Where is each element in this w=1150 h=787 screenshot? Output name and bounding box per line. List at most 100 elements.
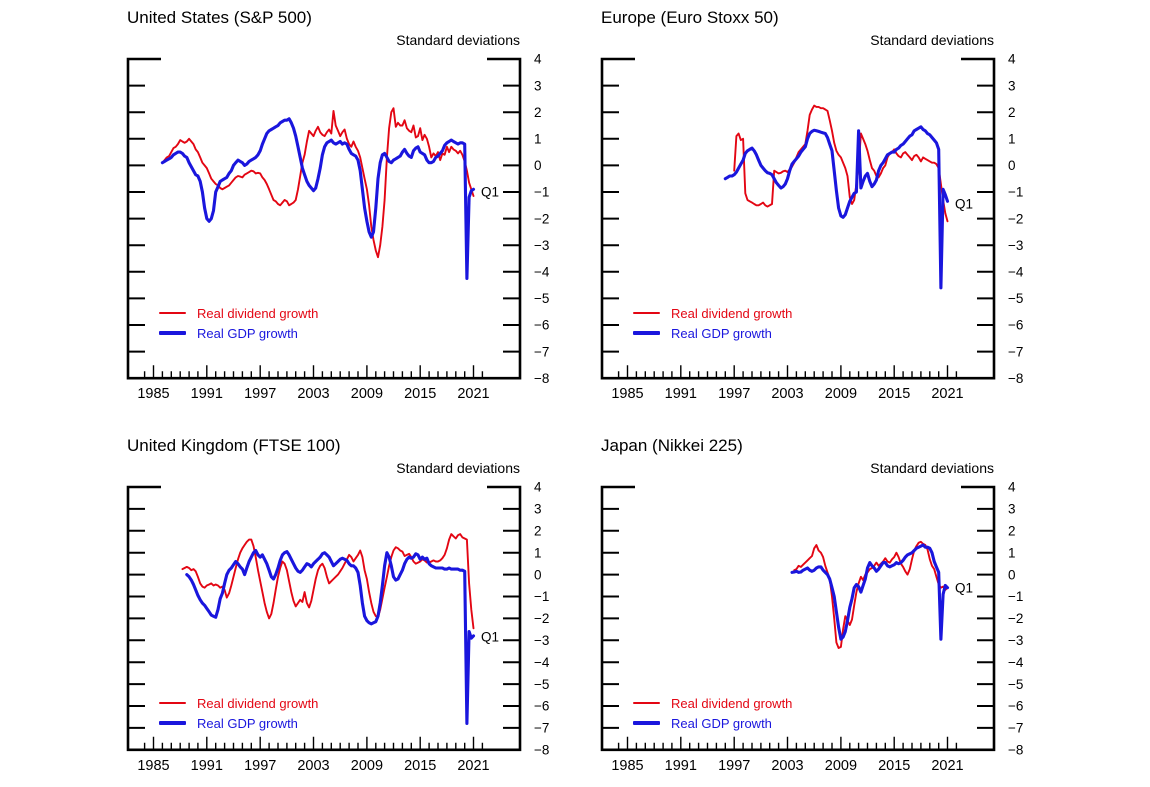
q1-annotation: Q1 <box>955 197 973 212</box>
legend-label-dividend: Real dividend growth <box>197 305 319 321</box>
y-tick-label: 1 <box>534 132 542 147</box>
plot-area-europe: 4 3 2 1 0 −1 −2 −3 −4 −5 −6 −7 −8 1985 1991 1997 2003 200… <box>600 52 1024 402</box>
y-tick-label: 4 <box>1008 480 1016 495</box>
y-tick-label: −1 <box>1008 185 1023 200</box>
y-tick-label: 3 <box>534 78 542 93</box>
x-tick-label: 1991 <box>665 386 697 402</box>
x-tick-label: 2021 <box>457 386 489 402</box>
y-tick-label: 4 <box>534 52 542 67</box>
chart-united-kingdom: United Kingdom (FTSE 100) Standard devia… <box>0 428 575 787</box>
series-line-blue <box>790 543 950 641</box>
legend-label-gdp: Real GDP growth <box>197 325 298 341</box>
x-tick-label: 2021 <box>457 758 489 774</box>
y-axis-unit-label: Standard deviations <box>396 32 520 48</box>
axis-frame <box>600 57 996 380</box>
legend-row-gdp: Real GDP growth <box>159 323 318 343</box>
plot-area-united-states: 4 3 2 1 0 −1 −2 −3 −4 −5 −6 −7 −8 1985 1991 1997 2003 200… <box>126 52 550 402</box>
legend-row-gdp: Real GDP growth <box>633 323 792 343</box>
chart-title-united-states: United States (S&P 500) <box>127 8 312 27</box>
y-tick-label: −4 <box>1008 655 1024 670</box>
legend: Real dividend growth Real GDP growth <box>633 693 792 733</box>
blue-line-swatch-icon <box>159 721 186 725</box>
plot-area-united-kingdom: 4 3 2 1 0 −1 −2 −3 −4 −5 −6 −7 −8 1985 1991 1997 2003 200… <box>126 480 550 774</box>
y-tick-label: −7 <box>1008 721 1023 736</box>
y-tick-label: −2 <box>534 611 549 626</box>
red-line-swatch-icon <box>159 701 186 705</box>
y-axis-unit-label: Standard deviations <box>870 460 994 476</box>
y-tick-label: −6 <box>1008 699 1023 714</box>
x-tick-label: 2009 <box>825 758 857 774</box>
axis-frame <box>126 57 522 380</box>
y-tick-label: 0 <box>1008 158 1016 173</box>
x-tick-label: 1985 <box>137 386 169 402</box>
y-tick-label: −5 <box>534 291 549 306</box>
chart-title-united-kingdom: United Kingdom (FTSE 100) <box>127 436 341 455</box>
blue-line-swatch-icon <box>633 331 660 335</box>
y-tick-label: 2 <box>534 105 542 120</box>
x-tick-label: 2021 <box>931 758 963 774</box>
chart-europe: Europe (Euro Stoxx 50) Standard deviatio… <box>474 0 1049 428</box>
x-tick-label: 1985 <box>611 386 643 402</box>
x-tick-label: 2015 <box>878 758 910 774</box>
y-tick-label: −1 <box>1008 589 1023 604</box>
x-tick-label: 1997 <box>718 758 750 774</box>
year-tick-marks <box>617 365 958 379</box>
series-line-red <box>793 540 949 649</box>
series-line-blue <box>160 117 476 281</box>
y-tick-label: −5 <box>1008 677 1023 692</box>
axis-frame <box>126 485 522 752</box>
legend-label-gdp: Real GDP growth <box>197 715 298 731</box>
q1-annotation: Q1 <box>481 630 499 645</box>
y-tick-label: 2 <box>1008 524 1016 539</box>
x-tick-label: 1991 <box>665 758 697 774</box>
red-line-swatch-icon <box>159 311 186 315</box>
y-tick-label: 0 <box>1008 567 1016 582</box>
series-line-blue <box>185 548 476 726</box>
x-tick-label: 1985 <box>611 758 643 774</box>
y-tick-label: 3 <box>1008 78 1016 93</box>
value-tick-marks <box>128 507 520 729</box>
legend-row-dividend: Real dividend growth <box>159 693 318 713</box>
plot-area-japan: 4 3 2 1 0 −1 −2 −3 −4 −5 −6 −7 −8 1985 1991 1997 2003 200… <box>600 480 1024 774</box>
series-line-blue <box>723 125 950 290</box>
y-tick-label: 1 <box>534 545 542 560</box>
legend-label-dividend: Real dividend growth <box>197 695 319 711</box>
x-tick-label: 2003 <box>297 386 329 402</box>
y-tick-label: 3 <box>1008 502 1016 517</box>
y-tick-label: −1 <box>534 185 549 200</box>
legend: Real dividend growth Real GDP growth <box>159 693 318 733</box>
x-tick-label: 1991 <box>191 386 223 402</box>
y-tick-label: 1 <box>1008 545 1016 560</box>
y-tick-label: −3 <box>1008 238 1023 253</box>
y-tick-label: −2 <box>1008 611 1023 626</box>
y-tick-label: −6 <box>1008 318 1023 333</box>
y-tick-label: 4 <box>1008 52 1016 67</box>
y-tick-label: −2 <box>534 211 549 226</box>
y-tick-label: −3 <box>1008 633 1023 648</box>
x-tick-label: 2015 <box>404 386 436 402</box>
y-axis-unit-label: Standard deviations <box>396 460 520 476</box>
axis-frame <box>600 485 996 752</box>
blue-line-swatch-icon <box>159 331 186 335</box>
y-tick-label: 1 <box>1008 132 1016 147</box>
x-tick-label: 1991 <box>191 758 223 774</box>
y-tick-label: −4 <box>534 655 550 670</box>
x-tick-label: 1997 <box>244 758 276 774</box>
legend-row-dividend: Real dividend growth <box>159 303 318 323</box>
y-tick-label: −8 <box>1008 743 1023 758</box>
legend: Real dividend growth Real GDP growth <box>633 303 792 343</box>
legend: Real dividend growth Real GDP growth <box>159 303 318 343</box>
red-line-swatch-icon <box>633 701 660 705</box>
legend-row-gdp: Real GDP growth <box>633 713 792 733</box>
y-tick-label: −5 <box>1008 291 1023 306</box>
x-tick-label: 2009 <box>351 758 383 774</box>
q1-annotation: Q1 <box>481 185 499 200</box>
y-tick-label: −8 <box>534 743 549 758</box>
y-tick-label: 0 <box>534 567 542 582</box>
legend-label-dividend: Real dividend growth <box>671 305 793 321</box>
q1-annotation: Q1 <box>955 580 973 595</box>
x-tick-label: 2021 <box>931 386 963 402</box>
y-tick-label: −3 <box>534 633 549 648</box>
y-tick-label: 4 <box>534 480 542 495</box>
y-tick-label: 2 <box>534 524 542 539</box>
